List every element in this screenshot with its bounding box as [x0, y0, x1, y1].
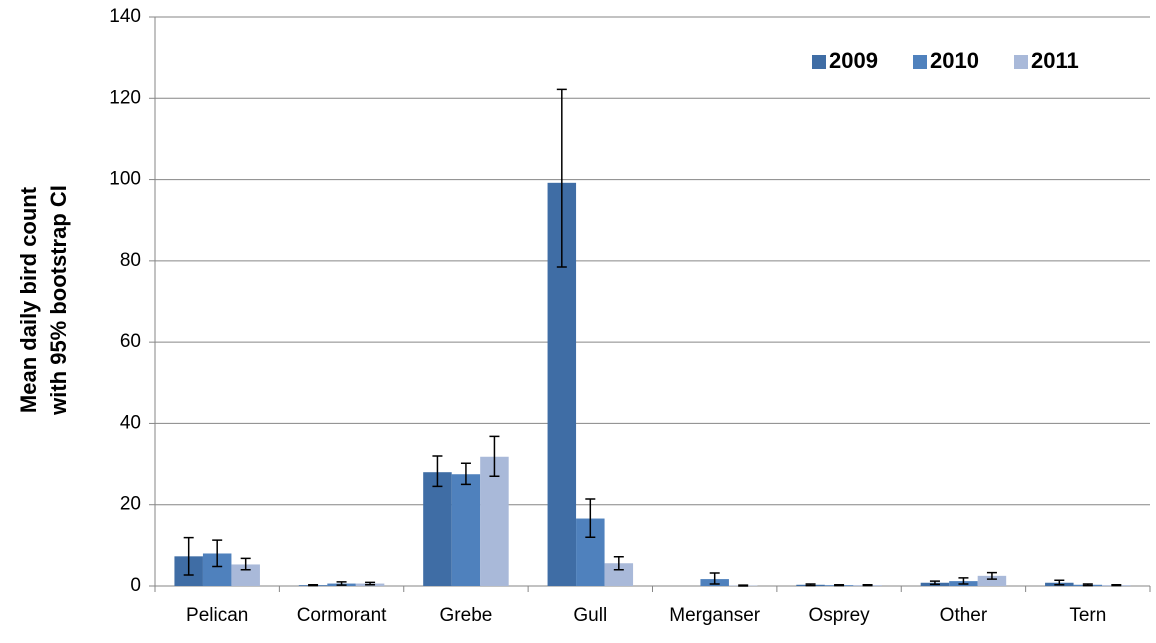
error-bar	[863, 585, 873, 586]
y-label-line: Mean daily bird count	[16, 186, 41, 413]
y-tick-label: 20	[120, 494, 141, 515]
legend-swatch	[913, 55, 927, 69]
y-tick-label: 60	[120, 331, 141, 352]
error-bar	[1111, 585, 1121, 586]
error-bar	[738, 585, 748, 586]
bar	[423, 472, 452, 586]
legend-swatch	[812, 55, 826, 69]
x-tick-label: Osprey	[808, 605, 870, 626]
y-tick-label: 0	[130, 575, 141, 596]
legend-label: 2009	[829, 48, 878, 73]
y-tick-label: 80	[120, 250, 141, 271]
error-bar	[834, 585, 844, 586]
y-tick-label: 40	[120, 412, 141, 433]
error-bar	[930, 581, 940, 584]
legend-label: 2011	[1031, 48, 1079, 73]
x-tick-label: Grebe	[440, 605, 493, 626]
x-tick-label: Cormorant	[297, 605, 387, 626]
x-tick-label: Gull	[573, 605, 607, 626]
x-tick-label: Tern	[1069, 605, 1106, 626]
bar	[452, 474, 481, 586]
legend-label: 2010	[930, 48, 979, 73]
legend-swatch	[1014, 55, 1028, 69]
error-bar	[308, 585, 318, 586]
error-bar	[1054, 580, 1064, 584]
y-tick-label: 140	[109, 6, 141, 27]
x-tick-label: Merganser	[669, 605, 760, 626]
y-tick-label: 120	[109, 87, 141, 108]
x-tick-label: Pelican	[186, 605, 248, 626]
y-tick-label: 100	[109, 169, 141, 190]
y-label-line: with 95% bootstrap CI	[46, 185, 71, 416]
y-label: Mean daily bird count with 95% bootstrap…	[16, 185, 71, 416]
x-tick-label: Other	[940, 605, 988, 626]
